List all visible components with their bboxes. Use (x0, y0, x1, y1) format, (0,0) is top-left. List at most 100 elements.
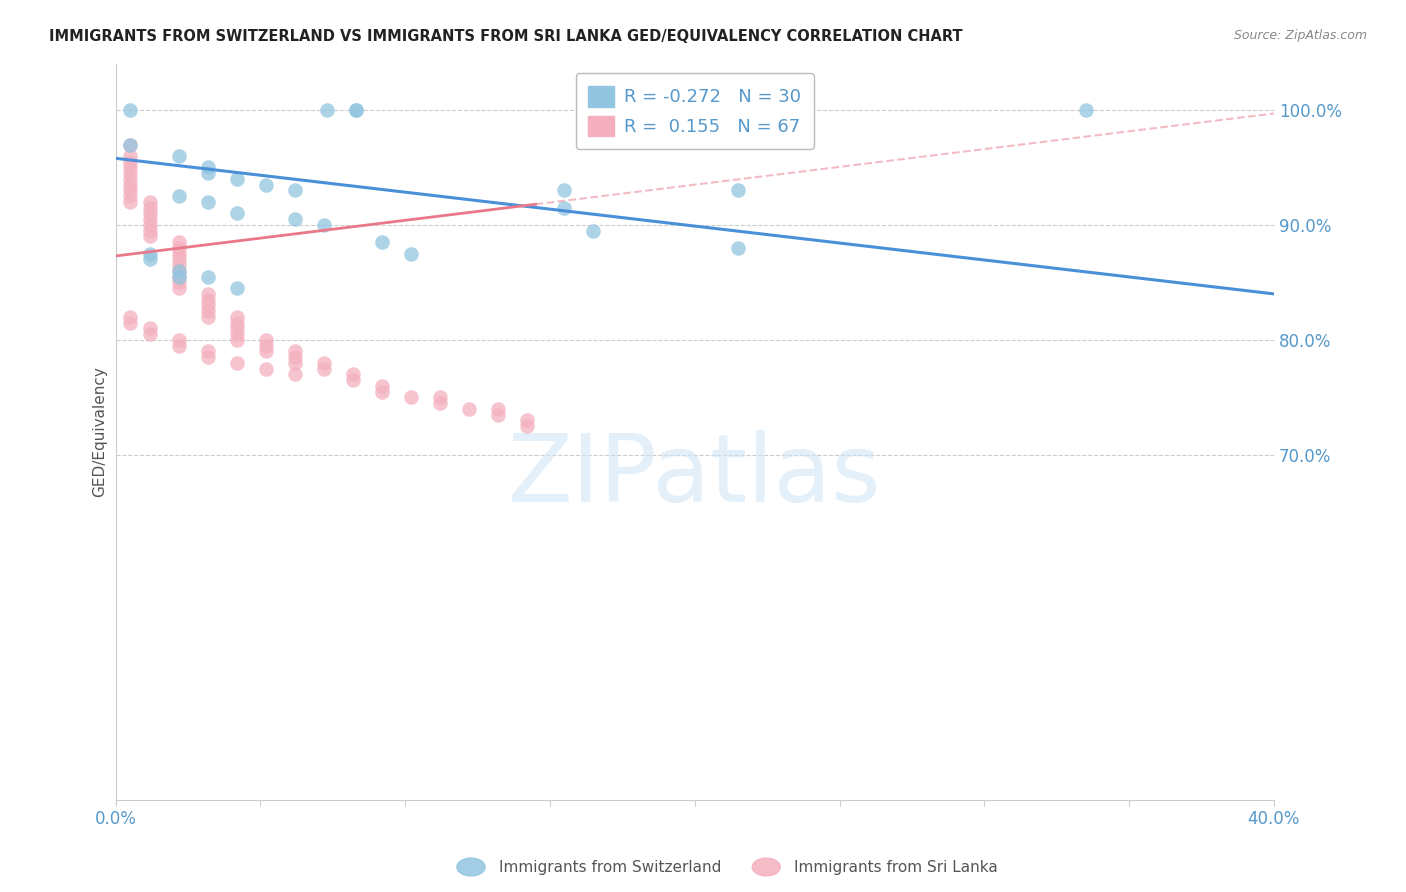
Point (284, 184, 307, 198)
Point (120, 189, 142, 203)
Point (120, 178, 142, 192)
Point (226, 316, 249, 330)
Point (284, 350, 307, 364)
Point (197, 161, 219, 175)
Point (139, 224, 162, 238)
Point (139, 201, 162, 215)
Point (226, 172, 249, 186)
Point (120, 172, 142, 186)
Point (344, 103, 367, 117)
Point (399, 390, 422, 404)
Point (169, 149, 191, 163)
Point (342, 368, 364, 382)
Point (120, 316, 142, 330)
Point (284, 356, 307, 370)
Point (254, 338, 277, 352)
Point (429, 390, 451, 404)
Point (169, 246, 191, 260)
Point (371, 235, 394, 250)
Point (226, 206, 249, 220)
Point (197, 310, 219, 324)
Point (169, 338, 191, 352)
Point (169, 258, 191, 272)
Point (486, 401, 509, 416)
Point (342, 373, 364, 387)
Point (197, 304, 219, 318)
Point (169, 269, 191, 284)
Point (120, 137, 142, 152)
Point (254, 344, 277, 359)
Point (226, 327, 249, 342)
Point (169, 252, 191, 267)
Point (139, 246, 162, 260)
Point (486, 408, 509, 422)
Point (429, 396, 451, 410)
Point (226, 333, 249, 347)
Point (226, 281, 249, 295)
Point (120, 310, 142, 324)
Point (399, 246, 422, 260)
Point (284, 212, 307, 227)
Point (316, 103, 339, 117)
Point (226, 310, 249, 324)
Point (458, 401, 481, 416)
Point (139, 212, 162, 227)
Point (120, 149, 142, 163)
Text: ZIPatlas: ZIPatlas (508, 430, 882, 522)
Point (197, 293, 219, 307)
Point (254, 361, 277, 376)
Point (139, 229, 162, 244)
Point (169, 276, 191, 290)
Point (169, 264, 191, 278)
Point (197, 298, 219, 312)
Point (169, 333, 191, 347)
Point (169, 189, 191, 203)
Point (169, 281, 191, 295)
Point (226, 356, 249, 370)
Point (197, 286, 219, 301)
Point (226, 321, 249, 335)
Text: IMMIGRANTS FROM SWITZERLAND VS IMMIGRANTS FROM SRI LANKA GED/EQUIVALENCY CORRELA: IMMIGRANTS FROM SWITZERLAND VS IMMIGRANT… (49, 29, 963, 44)
Point (197, 350, 219, 364)
Point (120, 137, 142, 152)
Point (254, 178, 277, 192)
Point (169, 269, 191, 284)
Point (120, 161, 142, 175)
Point (344, 103, 367, 117)
Point (169, 241, 191, 255)
Point (139, 218, 162, 232)
Point (120, 194, 142, 209)
Text: Immigrants from Sri Lanka: Immigrants from Sri Lanka (794, 860, 998, 874)
Text: Source: ZipAtlas.com: Source: ZipAtlas.com (1233, 29, 1367, 42)
Point (139, 327, 162, 342)
Point (727, 184, 749, 198)
Point (516, 419, 538, 434)
Point (727, 241, 749, 255)
Point (553, 201, 575, 215)
Point (371, 384, 394, 399)
Point (169, 235, 191, 250)
Point (197, 166, 219, 180)
Point (120, 154, 142, 169)
Point (169, 264, 191, 278)
Point (120, 166, 142, 180)
Text: Immigrants from Switzerland: Immigrants from Switzerland (499, 860, 721, 874)
Point (197, 194, 219, 209)
Point (284, 368, 307, 382)
Point (254, 333, 277, 347)
Point (582, 224, 605, 238)
Point (314, 218, 336, 232)
Point (284, 344, 307, 359)
Point (139, 321, 162, 335)
Point (1074, 103, 1097, 117)
Point (516, 413, 538, 427)
Y-axis label: GED/Equivalency: GED/Equivalency (93, 367, 107, 497)
Legend: R = -0.272   N = 30, R =  0.155   N = 67: R = -0.272 N = 30, R = 0.155 N = 67 (575, 73, 814, 149)
Point (553, 184, 575, 198)
Point (314, 361, 336, 376)
Point (139, 206, 162, 220)
Point (139, 194, 162, 209)
Point (120, 184, 142, 198)
Point (120, 103, 142, 117)
Point (371, 379, 394, 393)
